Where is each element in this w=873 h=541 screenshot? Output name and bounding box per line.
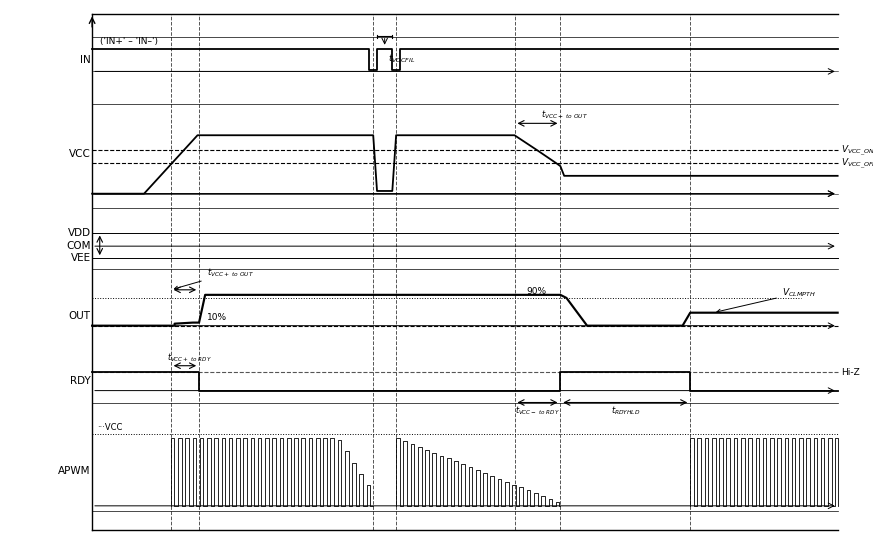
- Text: RDY: RDY: [70, 377, 91, 386]
- Text: 10%: 10%: [207, 313, 227, 322]
- Text: $t_{RDYHLD}$: $t_{RDYHLD}$: [610, 405, 640, 417]
- Text: $V_{VCC\_ON}$: $V_{VCC\_ON}$: [842, 143, 873, 157]
- Text: VDD: VDD: [67, 228, 91, 237]
- Text: $t_{VCC+\ to\ RDY}$: $t_{VCC+\ to\ RDY}$: [167, 351, 212, 364]
- Text: COM: COM: [66, 241, 91, 251]
- Text: IN: IN: [79, 55, 91, 64]
- Text: $t_{VCC-\ to\ OUT}$: $t_{VCC-\ to\ OUT}$: [541, 108, 588, 121]
- Text: $t_{VCC+\ to\ OUT}$: $t_{VCC+\ to\ OUT}$: [175, 267, 254, 289]
- Text: OUT: OUT: [69, 312, 91, 321]
- Text: APWM: APWM: [58, 466, 91, 476]
- Text: $t_{VCC-\ to\ RDY}$: $t_{VCC-\ to\ RDY}$: [515, 405, 560, 417]
- Text: $V_{CLMPTH}$: $V_{CLMPTH}$: [717, 287, 815, 313]
- Text: $t_{VCCFIL}$: $t_{VCCFIL}$: [388, 52, 416, 65]
- Text: 90%: 90%: [526, 287, 546, 296]
- Text: VEE: VEE: [71, 253, 91, 263]
- Text: ('IN+' – 'IN–'): ('IN+' – 'IN–'): [100, 37, 158, 46]
- Text: Hi-Z: Hi-Z: [842, 368, 860, 377]
- Text: $V_{VCC\_OFF}$: $V_{VCC\_OFF}$: [842, 156, 873, 170]
- Text: ···VCC: ···VCC: [97, 423, 122, 432]
- Text: VCC: VCC: [69, 149, 91, 159]
